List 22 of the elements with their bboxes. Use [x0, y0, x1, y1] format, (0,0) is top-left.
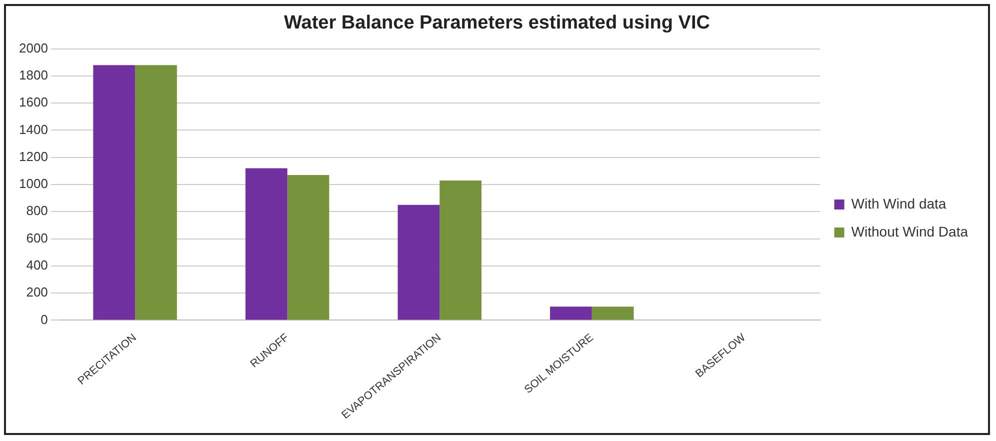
bar	[135, 65, 177, 320]
y-tick-label: 2000	[19, 40, 48, 56]
y-tick-label: 800	[26, 203, 48, 218]
y-tick-label: 0	[40, 312, 48, 327]
legend-label: With Wind data	[851, 195, 946, 212]
bar	[398, 204, 440, 320]
bar	[245, 168, 288, 320]
bar	[287, 175, 330, 320]
bar	[440, 180, 482, 320]
y-tick-label: 1600	[19, 94, 48, 110]
chart-title: Water Balance Parameters estimated using VIC	[284, 12, 710, 34]
y-tick-label: 1200	[19, 148, 48, 164]
y-tick-label: 1800	[19, 68, 48, 83]
y-tick-label: 600	[26, 230, 48, 246]
bar	[592, 306, 634, 320]
y-tick-label: 1400	[19, 122, 48, 137]
bar	[93, 65, 136, 320]
y-tick-label: 1000	[19, 176, 48, 192]
bar	[550, 306, 592, 320]
legend-label: Without Wind Data	[851, 223, 968, 240]
y-tick-label: 400	[26, 258, 48, 273]
y-tick-label: 200	[26, 284, 48, 300]
